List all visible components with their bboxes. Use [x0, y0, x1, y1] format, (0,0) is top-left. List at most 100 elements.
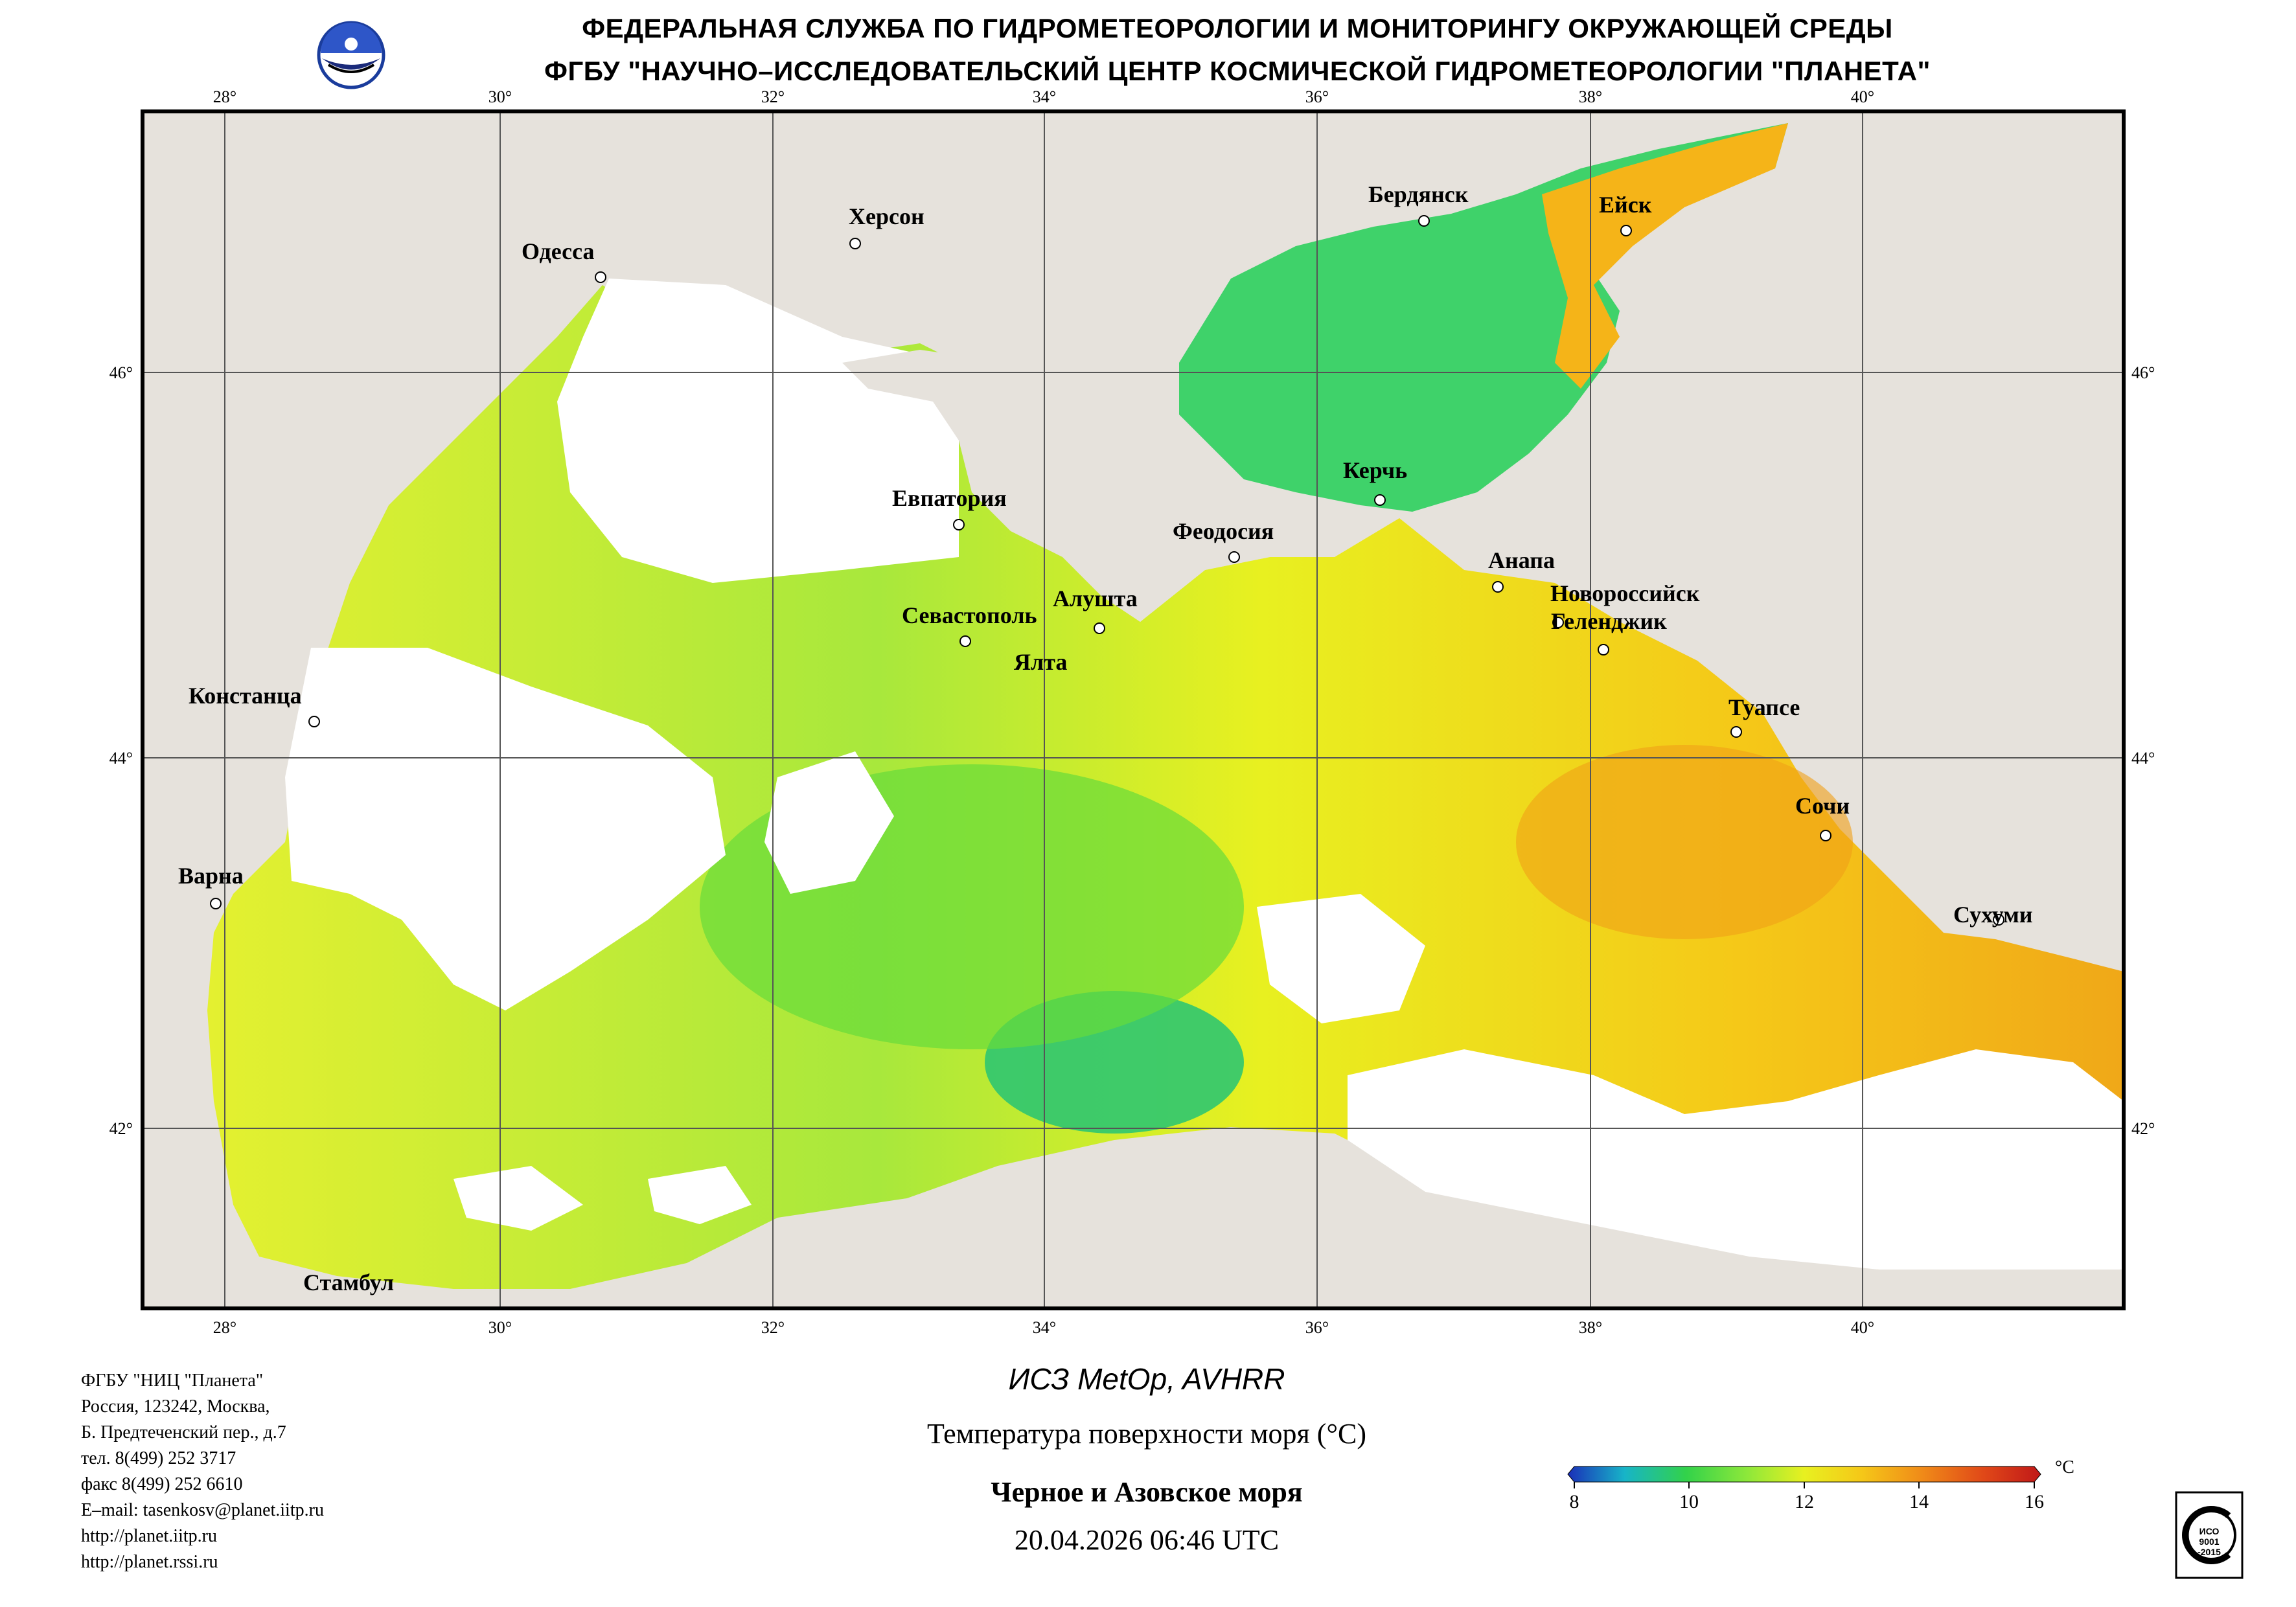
colorbar-unit: °С — [2055, 1457, 2074, 1477]
colorbar-scale — [1567, 1466, 2041, 1483]
org-phone: тел. 8(499) 252 3717 — [81, 1448, 236, 1468]
iso-badge-text: ИСО 9001 -2015 — [2183, 1526, 2235, 1557]
region-title: Черное и Азовское моря — [991, 1476, 1303, 1508]
iso-line: -2015 — [2198, 1547, 2221, 1557]
city-label: Евпатория — [892, 485, 1007, 511]
city-label: Констанца — [189, 683, 302, 709]
city-marker — [1374, 494, 1386, 506]
lon-label: 40° — [1851, 87, 1874, 106]
lat-label: 42° — [2131, 1119, 2155, 1138]
city-marker — [210, 898, 222, 909]
city-marker — [308, 716, 320, 727]
org-fax: факс 8(499) 252 6610 — [81, 1474, 243, 1494]
iso-line: ИСО — [2199, 1526, 2220, 1536]
lon-label: 34° — [1033, 1318, 1056, 1337]
lon-label: 30° — [488, 1318, 512, 1337]
city-marker — [1094, 622, 1105, 634]
colorbar — [1567, 1466, 2041, 1488]
city-label: Новороссийск — [1550, 580, 1700, 606]
satellite-sensor: ИСЗ MetOp, AVHRR — [1008, 1362, 1285, 1396]
colorbar-tick: 14 — [1909, 1491, 1929, 1512]
cloud-south2 — [648, 1166, 752, 1224]
org-url-2[interactable]: http://planet.rssi.ru — [81, 1552, 218, 1572]
lon-label: 38° — [1579, 1318, 1602, 1337]
lon-label: 32° — [761, 87, 785, 106]
city-marker — [1820, 830, 1831, 841]
lon-label: 34° — [1033, 87, 1056, 106]
city-label: Варна — [178, 863, 244, 889]
city-label: Сухуми — [1953, 902, 2033, 928]
cloud-nw-shelf — [557, 279, 959, 583]
org-email[interactable]: E–mail: tasenkosv@planet.iitp.ru — [81, 1500, 324, 1520]
graticule — [143, 111, 2124, 1308]
city-marker — [953, 519, 965, 530]
lat-label: 42° — [109, 1119, 133, 1138]
colorbar-tick: 8 — [1569, 1491, 1579, 1512]
lon-label: 36° — [1305, 87, 1329, 106]
org-street: Б. Предтеченский пер., д.7 — [81, 1422, 286, 1442]
city-label: Сочи — [1795, 793, 1850, 819]
header-agency-title: ФЕДЕРАЛЬНАЯ СЛУЖБА ПО ГИДРОМЕТЕОРОЛОГИИ … — [582, 13, 1893, 43]
lon-label: 28° — [213, 1318, 236, 1337]
city-label: Феодосия — [1173, 518, 1274, 544]
lat-label: 46° — [109, 363, 133, 382]
map-frame — [141, 109, 2126, 1310]
header: ФЕДЕРАЛЬНАЯ СЛУЖБА ПО ГИДРОМЕТЕОРОЛОГИИ … — [0, 0, 2296, 104]
city-label: Ейск — [1599, 192, 1652, 218]
colorbar-tick: 10 — [1679, 1491, 1699, 1512]
city-marker — [1492, 581, 1504, 593]
lon-label: 32° — [761, 1318, 785, 1337]
header-center-title: ФГБУ "НАУЧНО–ИССЛЕДОВАТЕЛЬСКИЙ ЦЕНТР КОС… — [544, 56, 1931, 86]
city-markers: Одесса Херсон Бердянск Ейск Керчь Евпато… — [178, 181, 2033, 1295]
city-label: Севастополь — [902, 602, 1037, 628]
city-marker — [1598, 644, 1609, 655]
city-label: Геленджик — [1551, 608, 1667, 634]
azov-sea-water — [1179, 123, 1788, 512]
city-marker — [595, 271, 606, 283]
product-title: Температура поверхности моря (°С) — [926, 1418, 1367, 1450]
iso-line: 9001 — [2199, 1536, 2220, 1547]
azov-warm-margin — [1542, 123, 1788, 389]
colorbar-tick: 12 — [1795, 1491, 1814, 1512]
longitude-labels-bottom: 28° 30° 32° 34° 36° 38° 40° — [213, 1318, 1874, 1337]
city-label: Одесса — [522, 238, 595, 264]
org-address: Россия, 123242, Москва, — [81, 1396, 270, 1417]
lat-label: 44° — [109, 749, 133, 768]
city-label: Анапа — [1488, 547, 1555, 573]
city-label: Стамбул — [303, 1270, 394, 1295]
latitude-labels-left: 46° 44° 42° — [109, 363, 133, 1138]
lat-label: 44° — [2131, 749, 2155, 768]
longitude-labels-top: 28° 30° 32° 34° 36° 38° 40° — [213, 87, 1874, 106]
organization-contacts: ФГБУ "НИЦ "Планета" Россия, 123242, Моск… — [81, 1368, 534, 1575]
lon-label: 36° — [1305, 1318, 1329, 1337]
crimea-land — [842, 350, 1386, 622]
lon-label: 30° — [488, 87, 512, 106]
planeta-logo-icon — [317, 21, 385, 89]
city-marker — [1228, 551, 1240, 563]
city-label: Алушта — [1053, 586, 1138, 611]
cloud-west — [285, 648, 726, 1010]
lon-label: 40° — [1851, 1318, 1874, 1337]
observation-datetime: 20.04.2026 06:46 UTC — [1014, 1524, 1280, 1556]
city-label: Ялта — [1014, 649, 1067, 675]
cloud-central — [764, 751, 894, 894]
lon-label: 28° — [213, 87, 236, 106]
lon-label: 38° — [1579, 87, 1602, 106]
city-marker — [1620, 225, 1632, 236]
city-label: Бердянск — [1368, 181, 1469, 207]
city-label: Херсон — [849, 203, 924, 229]
city-marker — [1730, 726, 1742, 738]
city-label: Керчь — [1343, 457, 1407, 483]
org-url-1[interactable]: http://planet.iitp.ru — [81, 1526, 217, 1546]
latitude-labels-right: 46° 44° 42° — [2131, 363, 2155, 1138]
city-marker — [849, 238, 861, 249]
warm-zone — [1516, 745, 1853, 939]
city-marker — [1418, 215, 1430, 227]
city-marker — [1552, 617, 1564, 628]
iso-certification-badge-icon — [2175, 1491, 2244, 1579]
cloud-southeast — [1348, 1049, 2124, 1270]
city-marker — [1993, 914, 2004, 926]
colorbar-tick: 16 — [2025, 1491, 2044, 1512]
cloud-south — [453, 1166, 583, 1231]
